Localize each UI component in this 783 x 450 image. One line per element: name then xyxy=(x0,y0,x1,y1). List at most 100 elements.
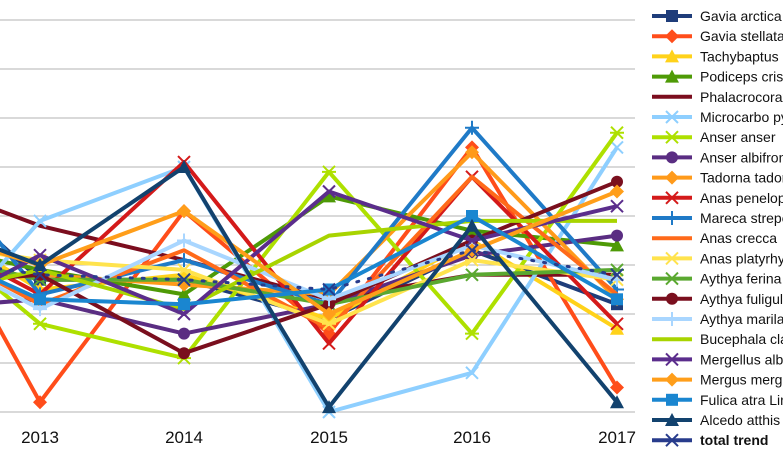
data-point xyxy=(665,69,679,83)
legend-item: Alcedo atthis xyxy=(652,412,780,428)
data-point xyxy=(610,380,624,395)
data-point xyxy=(177,160,191,173)
data-point xyxy=(177,233,191,248)
legend-label: Anser albifrons xyxy=(700,149,783,165)
data-point xyxy=(610,184,624,199)
legend-label: Microcarbo pygmaeus xyxy=(700,109,783,125)
data-point xyxy=(322,336,336,351)
data-point xyxy=(665,191,679,205)
legend-label: Anas penelope xyxy=(700,190,783,206)
series-line xyxy=(0,238,618,312)
legend-item: Anas penelope xyxy=(652,190,783,206)
legend-item: total trend xyxy=(652,432,768,448)
data-point xyxy=(178,298,190,311)
legend-label: Fulica atra Linnaeus xyxy=(700,392,783,408)
data-point xyxy=(465,243,479,258)
data-point xyxy=(177,253,191,268)
data-point xyxy=(465,253,479,267)
data-point xyxy=(610,238,624,252)
legend-label: Gavia arctica xyxy=(700,8,782,24)
series-line xyxy=(0,218,617,312)
legend-label: Aythya ferina xyxy=(700,271,782,287)
data-point xyxy=(665,271,679,286)
legend-item: Anas crecca xyxy=(652,230,777,246)
legend-label: Anas platyrhynchos xyxy=(700,250,783,266)
data-point xyxy=(465,233,479,248)
legend-label: Aythya marila xyxy=(700,311,783,327)
legend-label: Anas crecca xyxy=(700,230,777,246)
data-point xyxy=(33,268,47,282)
data-point xyxy=(177,287,191,301)
data-point xyxy=(666,393,678,406)
data-point xyxy=(665,110,679,124)
series-line xyxy=(0,125,619,307)
series-line xyxy=(0,248,619,291)
x-tick-label: 2017 xyxy=(598,428,636,447)
data-point xyxy=(466,210,478,222)
legend-label: Tadorna tadorna xyxy=(700,170,783,186)
data-point xyxy=(465,326,479,341)
series-group xyxy=(0,120,624,419)
legend-item: Microcarbo pygmaeus xyxy=(652,109,783,125)
data-point xyxy=(610,140,624,155)
data-point xyxy=(322,189,336,203)
series-line xyxy=(0,214,618,307)
data-point xyxy=(610,317,624,331)
legend-item: Phalacrocorax carbo xyxy=(652,89,783,105)
legend: Gavia arctica Gavia stellata Tachybaptus r… xyxy=(652,8,783,448)
data-point xyxy=(33,317,47,331)
data-point xyxy=(610,395,624,409)
data-point xyxy=(666,292,678,305)
data-point xyxy=(465,268,479,282)
legend-label: total trend xyxy=(700,432,768,448)
data-point xyxy=(610,125,624,140)
data-point xyxy=(322,282,336,297)
data-point xyxy=(465,366,479,380)
data-point xyxy=(611,175,623,188)
data-point xyxy=(322,165,336,179)
legend-item: Aythya marila xyxy=(652,311,783,327)
legend-label: Gavia stellata xyxy=(700,28,783,44)
legend-item: Anas platyrhynchos xyxy=(652,250,783,266)
data-point xyxy=(465,218,479,232)
data-point xyxy=(177,204,191,219)
legend-item: Mareca strepera xyxy=(652,210,783,226)
legend-item: Podiceps cristatus xyxy=(652,69,783,85)
legend-item: Tachybaptus ruficollis xyxy=(652,48,783,64)
data-point xyxy=(465,145,479,160)
x-tick-label: 2013 xyxy=(21,428,59,447)
data-point xyxy=(611,293,623,306)
data-point xyxy=(177,263,191,277)
series-total-trend xyxy=(0,243,624,297)
data-point xyxy=(610,268,624,282)
legend-label: Mareca strepera xyxy=(700,210,783,226)
data-point xyxy=(33,214,47,228)
data-point xyxy=(322,400,336,414)
data-point xyxy=(33,395,47,410)
legend-label: Tachybaptus ruficollis xyxy=(700,48,783,64)
data-point xyxy=(178,327,190,340)
legend-item: Gavia stellata xyxy=(652,28,783,44)
grid-lines xyxy=(0,19,635,413)
legend-label: Aythya fuligula xyxy=(700,291,783,307)
data-point xyxy=(465,120,479,135)
legend-item: Fulica atra Linnaeus xyxy=(652,392,783,408)
data-point xyxy=(665,29,679,44)
legend-label: Phalacrocorax carbo xyxy=(700,89,783,105)
data-point xyxy=(322,184,336,199)
data-point xyxy=(665,433,679,447)
data-point xyxy=(177,272,191,287)
data-point xyxy=(665,352,679,367)
legend-item: Mergus merganser xyxy=(652,372,783,388)
legend-label: Mergellus albellus xyxy=(700,351,783,367)
data-point xyxy=(666,151,678,164)
data-point xyxy=(34,293,46,306)
data-point xyxy=(665,49,679,63)
legend-item: Tadorna tadorna xyxy=(652,170,783,186)
data-point xyxy=(611,229,623,242)
data-point xyxy=(33,258,47,271)
legend-label: Podiceps cristatus xyxy=(700,69,783,85)
data-point xyxy=(665,413,679,426)
legend-label: Mergus merganser xyxy=(700,372,783,388)
